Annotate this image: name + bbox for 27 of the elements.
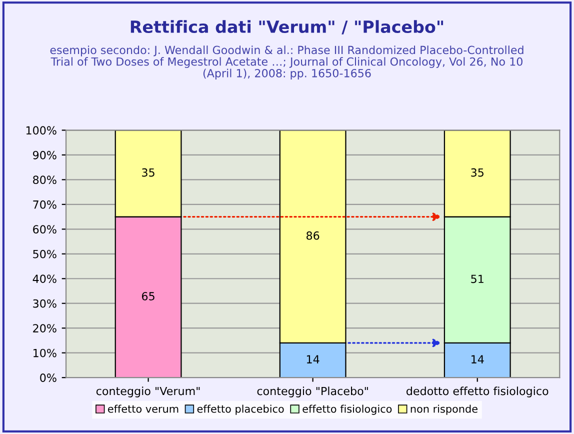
data-label: 51 (471, 274, 484, 284)
y-tick-label: 30% (33, 299, 56, 308)
y-tick-label: 0% (40, 374, 56, 382)
legend-label: effetto placebico (197, 404, 284, 415)
x-tick-label: dedotto effetto fisiologico (406, 386, 548, 398)
data-label: 14 (306, 355, 320, 364)
y-tick-label: 80% (33, 176, 56, 184)
data-label: 14 (472, 355, 484, 364)
y-tick-label: 60% (33, 225, 56, 234)
chart-subtitle: esempio secondo: J. Wendall Goodwin & al.: Phase III Randomized Placebo-Controlled Trial of Two Doses of Megestrol Acetate …; Journal of Clinical Oncology, Vol 26, No 10 (April 1), 2008: pp. 1650-1656 (50, 46, 524, 80)
chart-title: Rettifica dati "Verum" / "Placebo" (130, 20, 444, 34)
data-label: 86 (306, 231, 320, 240)
data-label: 35 (471, 168, 484, 177)
y-tick-label: 90% (32, 150, 56, 160)
y-tick-label: 40% (32, 274, 56, 284)
y-tick-label: 10% (34, 348, 56, 358)
y-tick-label: 70% (33, 200, 56, 209)
y-tick-label: 50% (33, 250, 56, 258)
legend-label: effetto verum (108, 404, 178, 413)
x-tick-label: conteggio "Verum" (96, 386, 200, 398)
y-tick-label: 20% (33, 324, 56, 332)
data-label: 35 (142, 168, 154, 177)
data-label: 65 (142, 292, 154, 300)
legend-label: effetto fisiologico (302, 404, 392, 415)
y-tick-label: 100% (26, 126, 56, 135)
legend-label: non risponde (410, 404, 478, 415)
x-tick-label: conteggio "Placebo" (257, 386, 368, 398)
